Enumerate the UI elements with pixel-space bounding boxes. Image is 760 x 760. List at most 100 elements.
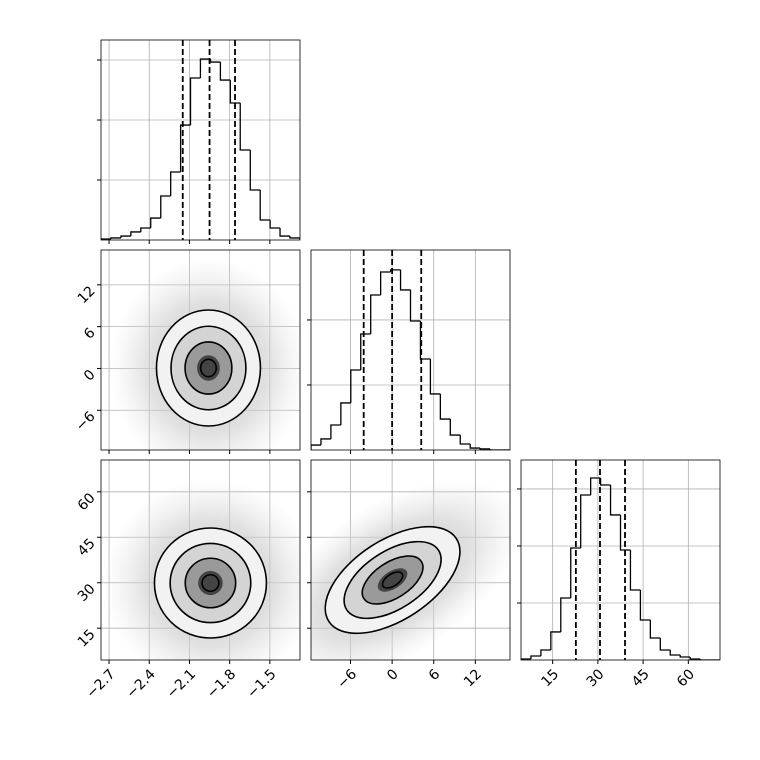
histogram-bin [209,59,221,63]
contour [184,341,233,395]
y-tick-label: −6 [73,409,99,435]
histogram-bin [320,438,331,446]
x-tick-label: −1.8 [204,666,239,701]
histogram-bin [669,649,681,656]
histogram-bin [439,393,451,420]
histogram-bin [580,494,591,549]
y-tick-label: 0 [81,367,99,385]
histogram-bin [590,477,601,496]
histogram-bin [530,655,541,659]
histogram-bin [249,150,261,191]
panel-frame [100,39,301,241]
x-tick-label: 45 [629,666,653,690]
histogram-bin [409,289,421,322]
histogram-bin [160,195,171,219]
histogram-bin [599,478,611,486]
contour [381,571,404,589]
panel: −6 0 6 12 [307,459,511,692]
histogram-bin [389,269,401,272]
histogram-bin [619,514,631,551]
y-tick-label: 45 [75,536,99,560]
histogram-bin [219,62,231,81]
contour [343,540,442,620]
panel-frame [100,459,301,661]
panel: −2.7 −2.4 −2.1 −1.8 −1.5 15 30 45 60 [75,459,301,702]
histogram-bin [459,435,471,445]
panel [307,249,511,454]
histogram-bin [689,657,701,660]
x-tick-label: 30 [584,666,608,690]
histogram-bin [429,358,441,395]
histogram-bin [229,80,241,104]
contour [201,573,220,593]
histogram-bin [370,294,381,335]
histogram-bin [469,444,481,449]
histogram-bin [649,619,661,639]
panel: 15 30 45 60 [517,459,721,690]
contour [199,358,218,378]
x-tick-label: 0 [384,666,402,684]
density [109,257,300,450]
histogram-bin [179,124,191,172]
histogram-bin [289,236,300,240]
histogram-bin [199,58,211,79]
histogram-bin [189,77,201,126]
panel-frame [310,459,511,661]
histogram-bin [609,484,621,516]
histogram-bin [150,217,161,229]
contour [170,325,247,411]
histogram-bin [380,271,391,295]
histogram-bin [311,444,321,450]
contour [324,525,461,635]
density [104,478,300,660]
y-tick-label: 30 [75,581,99,605]
histogram-bin [239,102,251,151]
histogram-bin [629,549,641,591]
y-tick-label: 15 [75,627,99,651]
x-tick-label: −2.1 [164,666,199,701]
histogram-bin [259,189,271,221]
y-tick-label: 60 [75,490,99,514]
histogram-bin [540,649,551,657]
x-tick-label: −2.4 [124,666,159,701]
y-tick-label: 6 [81,325,99,343]
histogram-bin [449,419,461,436]
contour [169,542,252,624]
x-tick-label: 12 [461,666,485,690]
histogram-bin [570,547,581,598]
histogram-bin [521,658,531,660]
histogram-bin [140,227,151,232]
histogram-bin [130,231,141,237]
density-fill [377,568,408,592]
histogram-bin [269,219,281,229]
histogram-bin [659,637,671,651]
histogram-bin [360,333,371,371]
y-tick-label: 12 [75,283,99,307]
histogram-bin [639,589,651,621]
histogram-bin [101,238,111,240]
density [311,478,510,660]
histogram-bin [550,631,561,650]
histogram-bin [120,235,131,238]
contour [155,309,262,427]
contour [361,555,424,605]
x-tick-label: −2.7 [83,666,118,701]
histogram-bin [340,402,351,426]
panel: −6 0 6 12 [73,249,301,454]
histogram-bin [330,424,341,439]
panel-frame [520,459,721,661]
contour [184,557,237,609]
histogram-bin [489,448,501,450]
panel-frame [310,249,511,451]
histogram-bin [170,171,181,196]
x-tick-label: 15 [538,666,562,690]
x-tick-label: 60 [674,666,698,690]
histogram-bin [110,237,121,240]
x-tick-label: −6 [334,666,360,692]
histogram-bin [699,658,711,660]
x-tick-label: −1.5 [244,666,279,701]
histogram-bin [560,597,571,632]
histogram-bin [399,269,411,291]
histogram-bin [679,654,691,658]
x-tick-label: 6 [426,666,444,684]
